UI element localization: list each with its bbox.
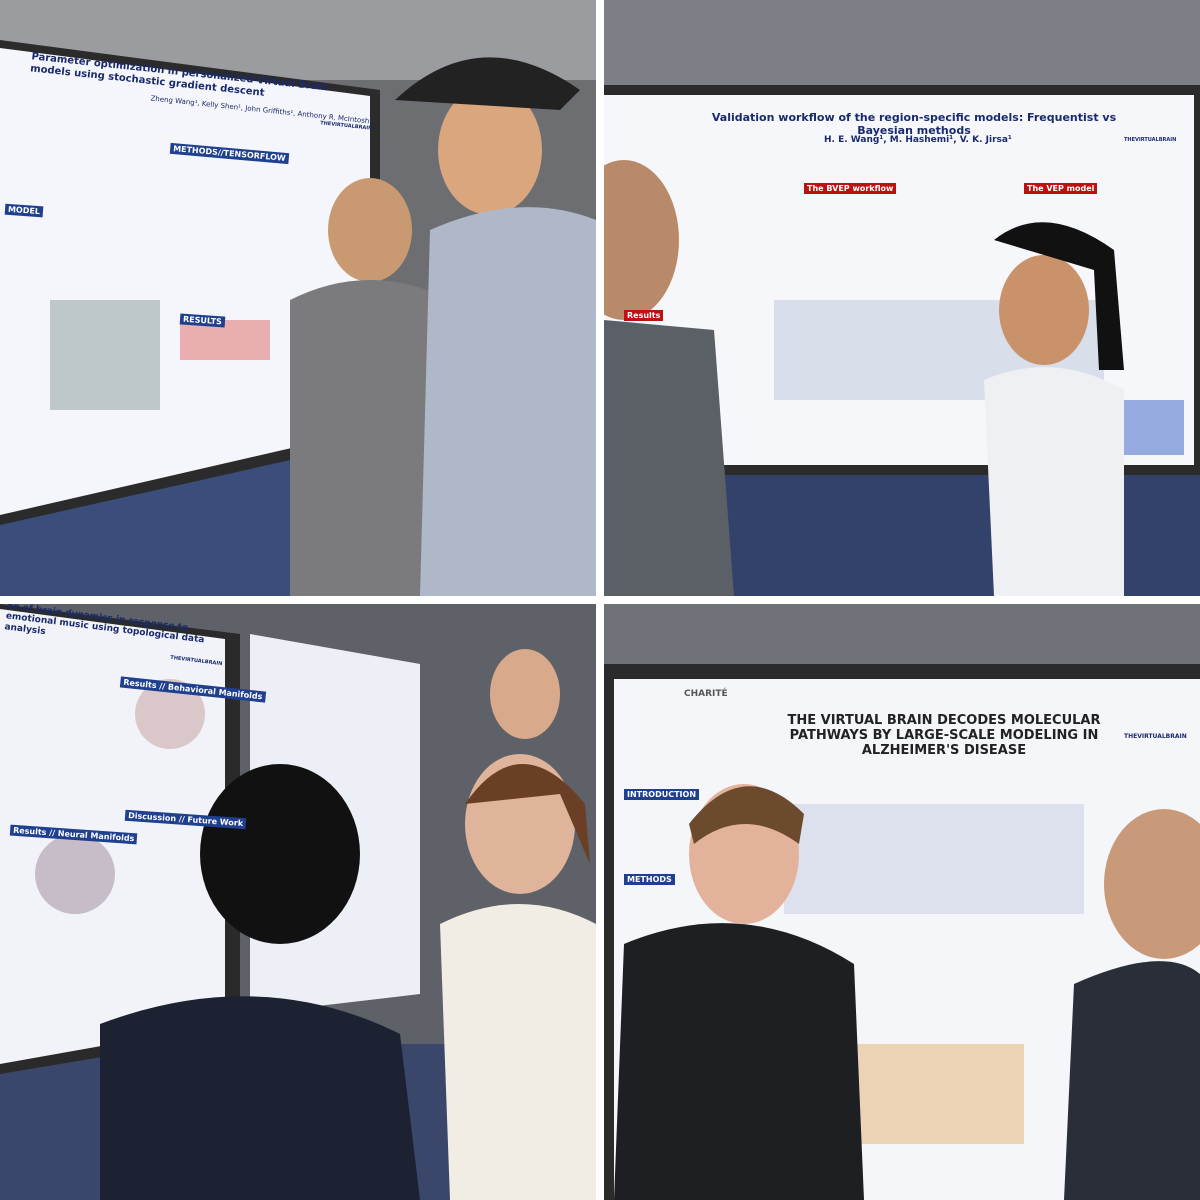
logo: THEVIRTUALBRAIN	[1124, 137, 1177, 143]
person-body	[984, 367, 1124, 596]
poster-title: THE VIRTUAL BRAIN DECODES MOLECULAR PATH…	[787, 713, 1101, 758]
poster-authors: H. E. Wang¹, M. Hashemi¹, V. K. Jirsa¹	[824, 135, 1012, 145]
person-body	[614, 923, 864, 1200]
photo-panel: Validation workflow of the region-specif…	[604, 0, 1200, 596]
section-header: Results	[624, 310, 664, 321]
photo-panel: CHARITÉ THE VIRTUAL BRAIN DECODES MOLECU…	[604, 604, 1200, 1200]
poster-title: Validation workflow of the region-specif…	[711, 111, 1117, 137]
figure	[844, 1044, 1024, 1144]
person-head	[438, 85, 542, 215]
section-header: METHODS	[624, 874, 675, 885]
section-header: The VEP model	[1024, 183, 1098, 194]
scene	[0, 604, 596, 1200]
scene	[604, 0, 1200, 596]
person-body	[440, 904, 596, 1200]
section-header: The BVEP workflow	[804, 183, 897, 194]
hair	[994, 222, 1124, 370]
person-head	[1104, 809, 1200, 959]
person-head	[604, 160, 679, 320]
hair	[689, 786, 804, 844]
figure	[135, 679, 205, 749]
person-body	[604, 320, 734, 596]
person-body	[100, 996, 420, 1200]
figure	[50, 300, 160, 410]
figure	[35, 834, 115, 914]
person-hair	[200, 764, 360, 944]
institution: CHARITÉ	[684, 689, 728, 699]
figure	[784, 804, 1084, 914]
person-head	[999, 255, 1089, 365]
person-body	[420, 207, 596, 596]
hair	[465, 764, 590, 864]
cap	[395, 57, 580, 110]
photo-panel: on of brain dynamics in response to emot…	[0, 604, 596, 1200]
figure	[180, 320, 270, 360]
scene	[604, 604, 1200, 1200]
photo-panel: Parameter optimization in personalized V…	[0, 0, 596, 596]
person-head	[328, 178, 412, 282]
person-head	[490, 649, 560, 739]
section-header: INTRODUCTION	[624, 789, 700, 800]
person-body	[1064, 961, 1200, 1200]
logo: THEVIRTUALBRAIN	[1124, 733, 1187, 740]
